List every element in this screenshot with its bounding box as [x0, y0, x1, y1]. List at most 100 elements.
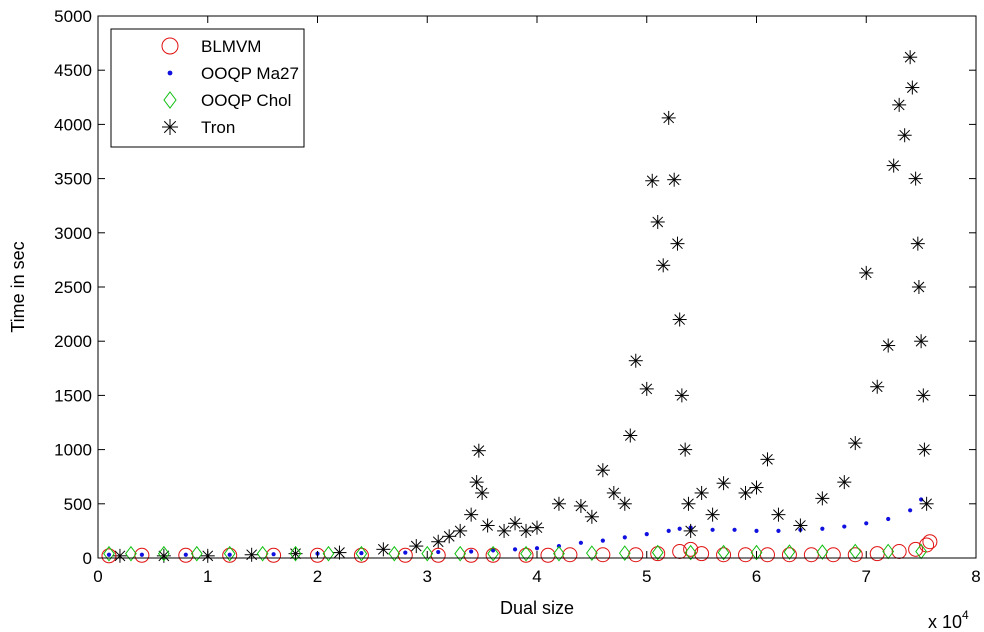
- data-point: [672, 312, 687, 327]
- data-point: [464, 507, 479, 522]
- legend-marker: [167, 70, 173, 76]
- data-point: [453, 523, 468, 538]
- data-point: [322, 545, 335, 562]
- data-point: [540, 547, 556, 563]
- data-point: [897, 128, 912, 143]
- data-point: [919, 497, 924, 502]
- data-point: [815, 491, 830, 506]
- x-tick-label: 8: [971, 567, 980, 586]
- data-point: [112, 548, 127, 563]
- x-tick-label: 3: [423, 567, 432, 586]
- data-point: [922, 534, 938, 550]
- data-point: [442, 529, 457, 544]
- marks-layer: [101, 50, 938, 564]
- x-tick-label: 0: [93, 567, 102, 586]
- data-point: [677, 526, 682, 531]
- data-point: [606, 485, 621, 500]
- data-point: [667, 172, 682, 187]
- data-point: [578, 540, 584, 545]
- data-point: [678, 442, 693, 457]
- data-point: [469, 475, 484, 490]
- data-point: [436, 549, 441, 555]
- x-exponent-power: 4: [962, 608, 969, 622]
- data-point: [222, 547, 238, 563]
- data-point: [750, 544, 763, 561]
- data-point: [891, 543, 907, 559]
- ticks-layer: 0 1 2 3 4 5 6 7 8 0 500 1000 1500 2000 2500 3000 3500 400…: [54, 7, 981, 586]
- data-point: [623, 428, 638, 443]
- data-point: [534, 546, 540, 551]
- data-point: [157, 545, 170, 562]
- data-point: [910, 236, 925, 251]
- data-point: [916, 388, 931, 403]
- data-point: [359, 551, 364, 556]
- data-point: [600, 538, 605, 543]
- legend-item: BLMVM: [161, 37, 261, 56]
- data-point: [223, 545, 236, 562]
- data-point: [190, 545, 203, 562]
- data-point: [512, 547, 518, 552]
- data-point: [870, 379, 885, 394]
- data-point: [491, 548, 496, 553]
- y-tick-label: 500: [64, 495, 92, 514]
- x-tick-label: 1: [203, 567, 212, 586]
- data-point: [849, 543, 862, 560]
- data-point: [421, 545, 434, 562]
- data-point: [644, 532, 649, 537]
- y-tick-label: 3000: [54, 224, 92, 243]
- data-point: [919, 496, 934, 511]
- data-point: [645, 173, 660, 188]
- data-point: [911, 280, 926, 294]
- data-point: [628, 353, 643, 368]
- data-point: [705, 507, 720, 522]
- data-point: [771, 507, 786, 522]
- data-point: [332, 545, 347, 560]
- x-axis-title: Dual size: [500, 598, 574, 618]
- legend-label: OOQP Chol: [201, 91, 291, 110]
- data-point: [403, 550, 408, 555]
- data-point: [639, 381, 654, 396]
- data-point: [355, 545, 368, 562]
- y-tick-label: 2500: [54, 278, 92, 297]
- data-point: [694, 485, 709, 500]
- data-point: [892, 97, 907, 112]
- data-point: [816, 544, 829, 560]
- data-point: [759, 547, 775, 563]
- data-point: [803, 547, 819, 563]
- data-point: [617, 496, 632, 511]
- data-point: [776, 528, 781, 534]
- data-point: [256, 545, 269, 562]
- legend-label: OOQP Ma27: [201, 64, 299, 83]
- data-point: [793, 518, 808, 533]
- data-point: [783, 544, 796, 560]
- data-point: [101, 548, 117, 564]
- data-point: [388, 545, 401, 562]
- data-point: [244, 547, 259, 562]
- data-point: [914, 334, 929, 349]
- legend-marker: [161, 37, 179, 55]
- series-ooqp-ma27: [106, 497, 924, 557]
- x-tick-label: 6: [752, 567, 761, 586]
- data-point: [650, 546, 666, 562]
- data-point: [553, 545, 565, 562]
- y-tick-label: 0: [83, 549, 92, 568]
- data-point: [656, 258, 671, 273]
- data-point: [683, 523, 698, 538]
- legend-item: Tron: [162, 118, 235, 137]
- data-point: [497, 523, 512, 538]
- data-point: [837, 475, 852, 490]
- data-point: [674, 388, 689, 403]
- data-point: [717, 544, 730, 561]
- data-point: [125, 545, 137, 562]
- data-point: [508, 516, 523, 531]
- data-point: [825, 547, 841, 563]
- data-point: [847, 547, 863, 563]
- data-point: [732, 527, 737, 532]
- data-point: [409, 539, 424, 554]
- x-tick-label: 2: [313, 567, 322, 586]
- data-point: [106, 552, 112, 557]
- data-point: [584, 509, 599, 524]
- legend: BLMVM OOQP Ma27 OOQP Chol Tron: [110, 28, 305, 148]
- data-point: [681, 496, 696, 511]
- legend-label: Tron: [201, 118, 235, 137]
